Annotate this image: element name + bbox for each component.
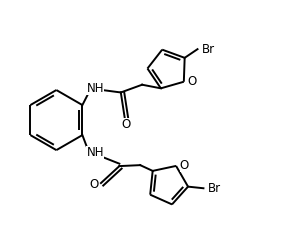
Text: O: O — [180, 159, 189, 172]
Text: O: O — [121, 118, 131, 131]
Text: O: O — [90, 178, 99, 191]
Text: Br: Br — [208, 182, 221, 195]
Text: Br: Br — [201, 43, 215, 56]
Text: NH: NH — [86, 146, 104, 159]
Text: NH: NH — [86, 82, 104, 95]
Text: O: O — [187, 75, 197, 88]
